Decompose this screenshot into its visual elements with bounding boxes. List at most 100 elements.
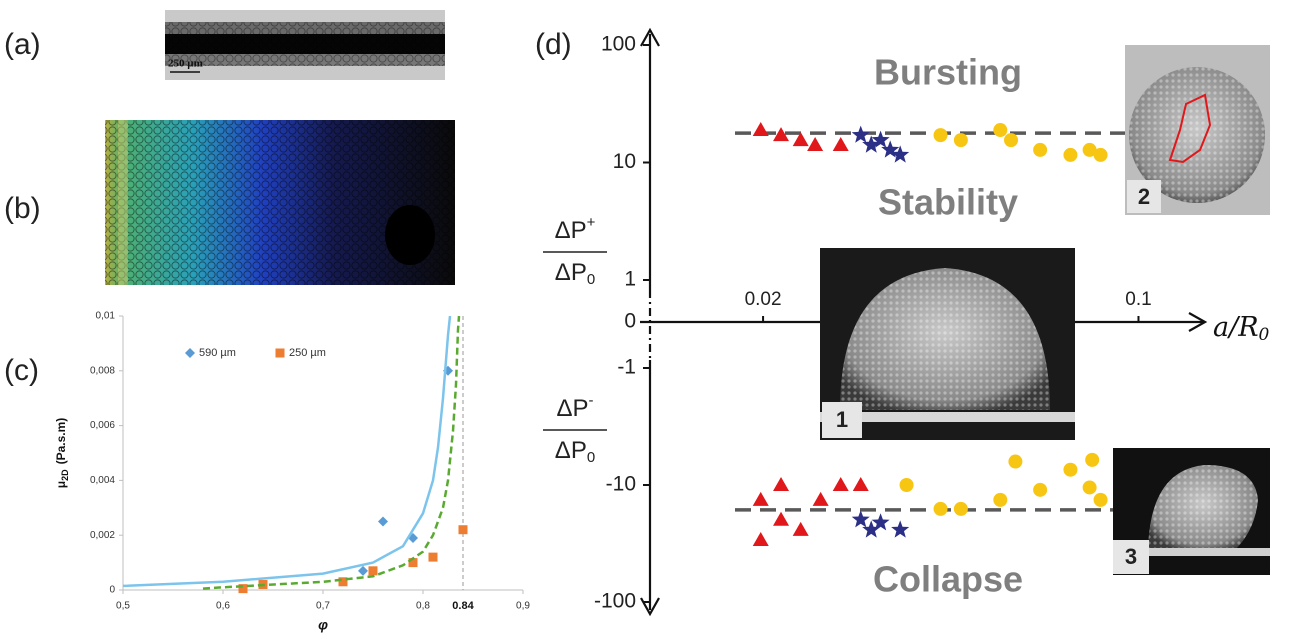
point	[1008, 454, 1023, 469]
point	[1063, 462, 1078, 477]
y-tick-label: 100	[601, 33, 636, 56]
y-axis-label: ΔP+	[555, 214, 596, 244]
legend-label: 590 µm	[199, 347, 236, 359]
inset-label: 2	[1138, 184, 1150, 209]
point	[812, 491, 829, 506]
point	[1033, 142, 1048, 157]
y-tick-label: 0,006	[90, 420, 115, 431]
reference-label: 0.84	[452, 600, 474, 612]
point	[773, 127, 790, 142]
point	[862, 135, 881, 153]
region-label: Stability	[878, 182, 1018, 223]
point	[871, 130, 890, 148]
y-tick-label: -100	[594, 590, 636, 613]
point	[993, 492, 1008, 507]
y-tick-label: 1	[624, 268, 636, 291]
point	[953, 501, 968, 516]
point	[832, 477, 849, 491]
inset-image-2: 2	[1125, 45, 1270, 215]
region-label: Collapse	[873, 559, 1023, 600]
point	[358, 565, 368, 576]
point	[851, 125, 870, 143]
x-tick-label: 0,8	[416, 601, 430, 612]
arrow	[1188, 312, 1208, 332]
y-axis-label: μ2D (Pa.s.m)	[54, 418, 70, 489]
point	[752, 531, 769, 546]
point	[852, 477, 869, 491]
inset-label: 1	[836, 407, 848, 432]
y-tick-label: 0	[109, 585, 115, 596]
x-axis-label: a/R0	[1213, 312, 1270, 345]
y-axis-label: ΔP0	[555, 259, 595, 288]
legend-label: 250 µm	[289, 347, 326, 359]
inset-image-1: 1	[820, 248, 1075, 440]
x-tick-label: 0.02	[745, 289, 782, 310]
label-part: ΔP	[555, 217, 587, 244]
point	[792, 521, 809, 536]
point	[933, 128, 948, 143]
point	[792, 132, 809, 147]
point	[428, 552, 438, 562]
y-tick-label: 0	[624, 310, 636, 333]
label-part: +	[587, 214, 596, 231]
y-label-symbol: μ	[54, 481, 68, 488]
point	[1063, 147, 1078, 162]
x-label-text: a/R	[1213, 312, 1259, 343]
y-tick-label: 0,01	[96, 311, 116, 322]
x-tick-label: 0,5	[116, 601, 130, 612]
point	[871, 513, 890, 531]
point	[1082, 480, 1097, 495]
point	[851, 510, 870, 528]
y-tick-label: 0,004	[90, 475, 115, 486]
x-label-subscript: 0	[1259, 325, 1270, 345]
y-tick-label: 0,008	[90, 365, 115, 376]
point	[993, 123, 1008, 138]
point	[899, 478, 914, 492]
y-axis-label: ΔP0	[555, 437, 595, 466]
point	[752, 491, 769, 506]
point	[458, 525, 468, 535]
point	[1082, 142, 1097, 157]
label-part: ΔP	[555, 437, 587, 464]
y-tick-label: -10	[606, 473, 636, 496]
fit-line	[122, 315, 452, 588]
label-part: -	[589, 392, 594, 409]
x-tick-label: 0,7	[316, 601, 330, 612]
label-part: ΔP	[556, 395, 588, 422]
y-tick-label: 10	[613, 150, 636, 173]
arrow	[640, 27, 660, 47]
point	[1004, 133, 1019, 148]
point	[238, 584, 248, 594]
scale-bar-label: 250 µm	[168, 58, 203, 70]
point	[862, 520, 881, 538]
inset-image-3: 3	[1113, 448, 1270, 575]
point	[807, 136, 824, 151]
legend-marker	[275, 348, 285, 358]
point	[933, 501, 948, 516]
point	[832, 136, 849, 151]
y-tick-label: 0,002	[90, 530, 115, 541]
y-axis-label: ΔP-	[556, 392, 593, 422]
point	[773, 477, 790, 491]
y-label-subscript: 2D	[60, 469, 70, 481]
image-b	[105, 120, 455, 285]
image-a: 250 µm	[165, 10, 445, 80]
fit-line	[202, 315, 461, 590]
point	[881, 140, 900, 158]
inset-label: 3	[1125, 544, 1137, 569]
point	[773, 511, 790, 526]
x-tick-label: 0.1	[1125, 289, 1151, 310]
y-label-unit: (Pa.s.m)	[54, 418, 68, 465]
label-part: 0	[587, 449, 595, 466]
point	[338, 577, 348, 587]
x-tick-label: 0,6	[216, 601, 230, 612]
point	[891, 520, 910, 538]
point	[1093, 492, 1108, 507]
point	[408, 558, 418, 568]
point	[1093, 147, 1108, 162]
legend-marker	[185, 348, 195, 358]
point	[953, 133, 968, 148]
arrow	[640, 597, 660, 617]
point	[1085, 452, 1100, 467]
